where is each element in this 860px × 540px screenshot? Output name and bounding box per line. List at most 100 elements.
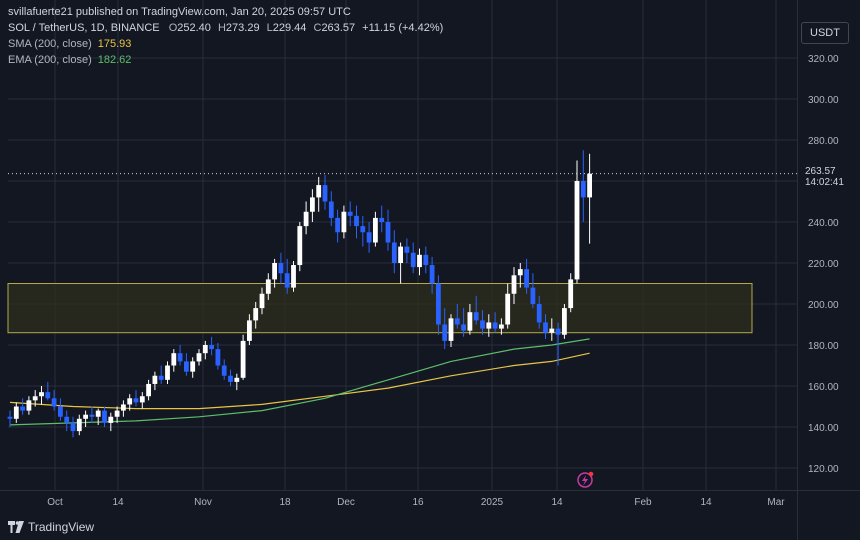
symbol-label[interactable]: SOL / TetherUS, 1D, BINANCE [8,22,160,34]
candle-body [562,308,567,335]
candle-body [165,365,170,380]
candle-body [127,398,133,405]
x-tick-label: Mar [767,497,785,508]
x-tick-label: Feb [634,497,652,508]
candle-body [202,345,208,354]
candle-body [240,340,246,378]
candle-body [190,361,196,372]
x-tick-label: 2025 [481,497,504,508]
footer: TradingView [8,519,94,535]
candle-body [284,273,290,288]
candle-body [215,349,221,366]
candle-body [297,226,303,266]
sma-value: 175.93 [97,38,132,50]
footer-brand[interactable]: TradingView [28,520,95,534]
ema-line [9,338,590,426]
low-key: L [266,22,273,34]
y-tick-label: 140.00 [808,423,839,434]
candle-body [423,254,429,266]
candle-body [102,410,107,423]
candle-body [461,324,466,331]
candle-body [316,185,322,198]
candle-body [121,404,126,411]
last-price-tag: 263.57 14:02:41 [803,166,851,190]
candle-body [177,353,183,362]
sma-label: SMA (200, close) [8,38,92,50]
grid-lines [8,0,797,490]
close-key: C [313,22,322,34]
candle-body [291,265,296,288]
candle-body [335,217,340,233]
close-value: 263.57 [321,22,356,34]
candle-body [543,322,548,333]
moving-average-lines [9,338,590,426]
candle-body [486,322,492,329]
high-key: H [217,22,226,34]
candle-body [492,322,498,329]
y-tick-label: 220.00 [808,259,839,270]
y-tick-label: 160.00 [808,382,839,393]
candle-body [45,392,51,399]
ema-label: EMA (200, close) [8,54,92,66]
candle-body [448,318,454,341]
candle-body [95,410,101,417]
candle-body [391,242,397,263]
candle-body [505,293,511,325]
open-key: O [168,22,178,34]
candle-body [39,392,44,397]
y-tick-label: 280.00 [808,136,839,147]
high-value: 273.29 [225,22,260,34]
sma-legend[interactable]: SMA (200, close) 175.93 [8,38,443,51]
ema-legend[interactable]: EMA (200, close) 182.62 [8,54,443,67]
candle-body [341,211,347,233]
candle-body [499,324,504,329]
candle-body [70,422,76,432]
candle-body [228,375,233,382]
candle-body [184,361,189,372]
candle-body [171,353,177,366]
candle-body [328,201,334,218]
candle-body [587,173,592,198]
candle-body [76,418,82,432]
publisher-line: svillafuerte21 published on TradingView.… [8,6,351,18]
candle-body [417,254,422,268]
candle-body [133,398,139,403]
candle-body [429,265,435,284]
x-tick-label: Dec [337,497,355,508]
y-tick-label: 320.00 [808,54,839,65]
support-zone [7,283,753,334]
currency-button[interactable]: USDT [801,22,849,44]
candle-body [58,406,63,417]
candle-body [234,377,240,382]
candle-body [442,324,448,341]
candle-body [524,269,529,288]
candle-body [436,283,441,325]
candle-body [20,406,25,411]
ohlc-line: SOL / TetherUS, 1D, BINANCE O252.40 H273… [8,22,443,35]
candle-body [265,279,271,294]
candle-body [511,275,517,294]
candle-body [373,217,378,243]
candle-body [152,375,158,384]
change-value: +11.15 (+4.42%) [362,22,444,34]
candle-body [209,345,214,350]
candle-body [410,252,416,268]
candle-body [64,416,70,423]
candle-body [83,414,88,419]
candle-body [404,246,410,253]
candle-body [517,269,523,276]
candle-body [467,312,473,331]
bar-countdown: 14:02:41 [805,177,844,188]
candle-body [108,416,114,423]
candle-body [310,197,315,212]
lightning-icon[interactable] [577,471,594,488]
candle-body [158,375,164,380]
candle-body [221,365,227,376]
candle-body [139,396,145,403]
x-tick-label: 16 [412,497,424,508]
candle-body [196,353,202,362]
y-tick-label: 200.00 [808,300,839,311]
candle-body [89,414,95,417]
candle-body [322,185,328,202]
